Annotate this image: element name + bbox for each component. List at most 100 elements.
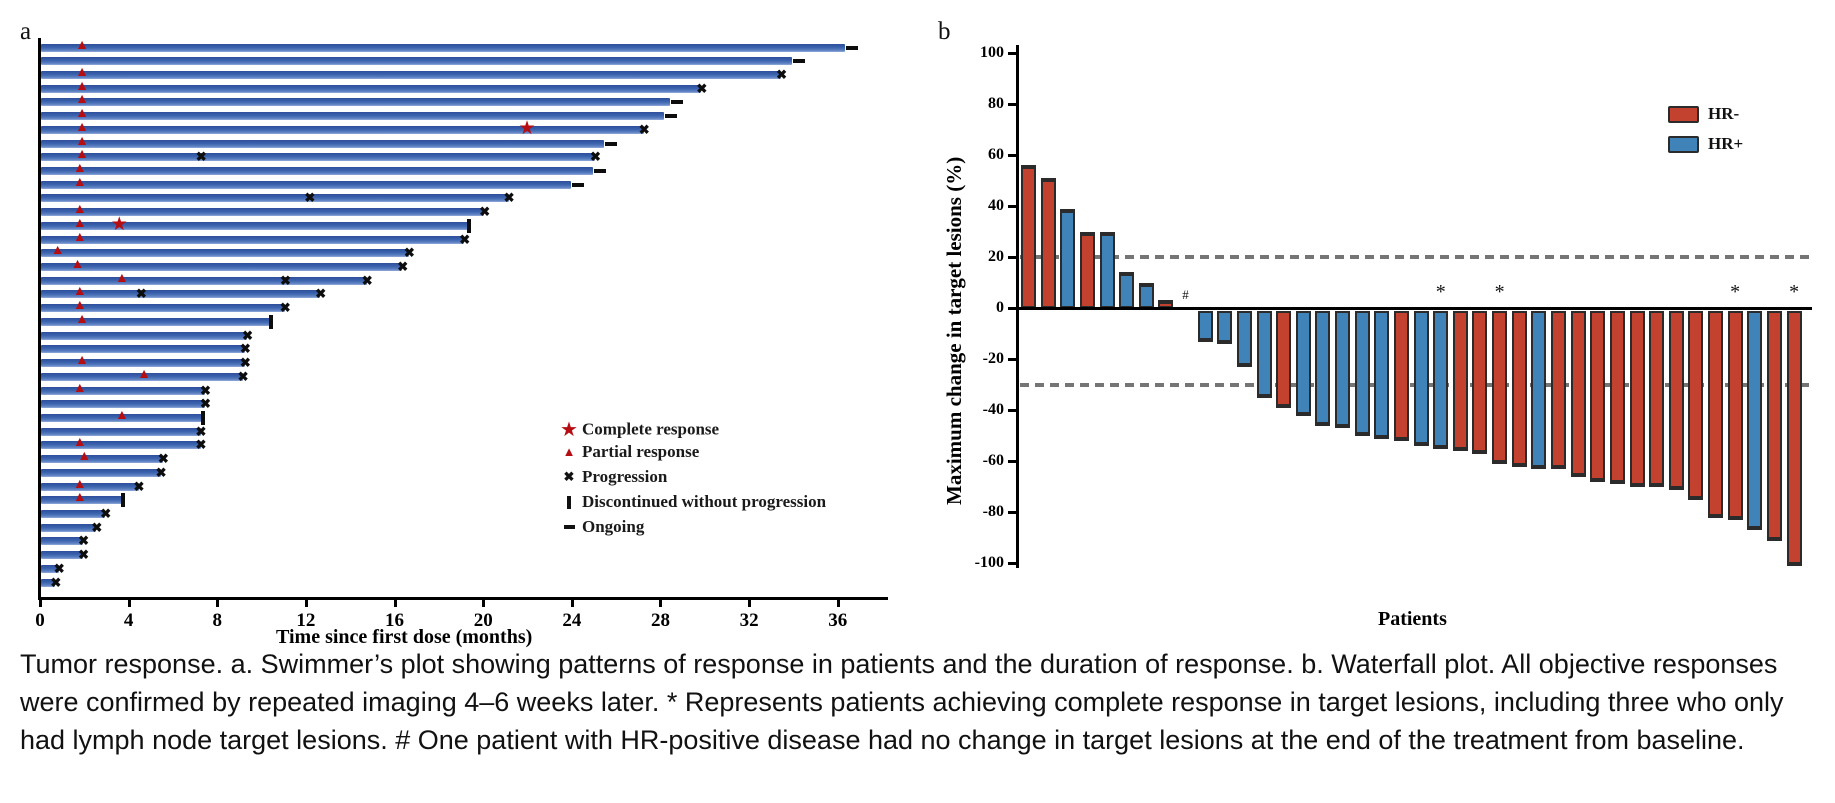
waterfall-y-tick: [1008, 510, 1016, 514]
swimmer-bar: [41, 441, 201, 450]
swimmer-legend-label: Progression: [582, 467, 668, 486]
discontinued-bar-icon: [466, 218, 471, 233]
progression-x-icon: ✖: [91, 519, 103, 535]
waterfall-bar: [1609, 311, 1625, 485]
waterfall-bar: [1354, 311, 1370, 436]
swimmer-legend-item: ▲ Partial response: [556, 442, 700, 464]
waterfall-bar: [1649, 311, 1665, 487]
swimmer-x-tick-label: 0: [35, 610, 45, 631]
swimmer-x-tick-label: 12: [296, 610, 316, 631]
waterfall-legend-item: HR+: [1668, 134, 1743, 154]
waterfall-bar: [1236, 311, 1252, 368]
partial-response-triangle-icon: ▲: [114, 407, 129, 423]
waterfall-bar: [1433, 311, 1449, 449]
waterfall-legend-label: HR+: [1708, 134, 1744, 153]
ongoing-dash-icon: [593, 168, 606, 173]
swimmer-y-axis: [38, 38, 41, 600]
swimmer-x-tick-label: 8: [212, 610, 223, 631]
ongoing-dash-icon: [604, 141, 617, 146]
swimmer-legend-item: ✖ Progression: [556, 467, 668, 489]
swimmer-bar: [41, 153, 595, 162]
waterfall-plot: # * * * * 100 80 60 40 20 0 -20 -40 -60 -80 -100: [974, 44, 1812, 571]
progression-x-icon: ✖: [304, 190, 316, 206]
waterfall-bar: [1138, 282, 1154, 308]
waterfall-y-axis: [1016, 45, 1019, 568]
swimmer-bar: [41, 468, 161, 477]
swimmer-bar: [41, 455, 163, 464]
ongoing-dash-icon: [571, 182, 584, 187]
partial-response-triangle-icon: ▲: [72, 435, 87, 451]
waterfall-y-tick: [1008, 357, 1016, 361]
waterfall-bar: [1099, 231, 1115, 308]
swimmer-x-tick-label: 28: [650, 610, 670, 631]
complete-response-star-icon: ★: [110, 213, 128, 235]
waterfall-bar: [1197, 311, 1213, 342]
discontinued-bar-icon: [120, 493, 125, 508]
partial-response-triangle-icon: ▲: [72, 174, 87, 190]
ongoing-dash-icon: [793, 59, 806, 64]
progression-x-icon: ✖: [100, 505, 112, 521]
progression-x-icon: ✖: [776, 66, 788, 82]
waterfall-y-tick-label: -100: [974, 554, 1004, 571]
waterfall-legend-label: HR-: [1708, 104, 1740, 123]
progression-x-icon: ✖: [459, 231, 471, 247]
waterfall-y-tick: [1008, 408, 1016, 412]
waterfall-y-tick-label: 80: [988, 95, 1004, 112]
swimmer-x-tick-label: 20: [473, 610, 493, 631]
partial-response-triangle-icon: ▲: [72, 476, 87, 492]
waterfall-y-tick: [1008, 255, 1016, 259]
swimmer-bar: [41, 112, 664, 121]
partial-response-triangle-icon: ▲: [72, 298, 87, 314]
partial-response-triangle-icon: ▲: [72, 284, 87, 300]
complete-response-asterisk: *: [1730, 281, 1741, 303]
swimmer-x-tick: [836, 597, 840, 607]
waterfall-bar: [1217, 311, 1233, 345]
swimmer-x-tick: [127, 597, 131, 607]
partial-response-triangle-icon: ▲: [75, 106, 89, 122]
progression-x-icon: ✖: [237, 368, 249, 384]
swimmer-bar: [41, 290, 321, 299]
swimmer-legend-label: Discontinued without progression: [582, 492, 827, 511]
complete-response-asterisk: *: [1435, 281, 1446, 303]
progression-x-icon: ✖: [50, 574, 62, 590]
waterfall-bar: [1531, 311, 1547, 470]
swimmer-bar: [41, 57, 793, 66]
progression-x-icon: ✖: [239, 341, 251, 357]
partial-response-triangle-icon: ▲: [75, 78, 89, 94]
partial-response-triangle-icon: ▲: [72, 490, 87, 506]
complete-response-star-icon: ★: [518, 117, 536, 139]
swimmer-bar: [41, 400, 205, 409]
partial-response-triangle-icon: ▲: [72, 215, 87, 231]
swimmer-bar: [41, 70, 782, 79]
waterfall-bar: [1276, 311, 1292, 408]
waterfall-bar: [1040, 177, 1056, 308]
partial-response-triangle-icon: ▲: [72, 202, 87, 218]
swimmer-x-tick: [570, 597, 574, 607]
progression-x-icon: ✖: [155, 464, 167, 480]
swimmer-plot: ▲ ▲ ✖ ▲ ✖ ▲ ▲ ▲ ★ ✖ ▲ ▲ ✖ ✖ ▲ ▲ ✖ ✖ ▲ ✖ ▲ ★ ▲ ✖ ▲ ✖ ▲ ✖ ▲ ✖ ✖ ▲ ✖ ✖ ▲ ✖ ▲ ✖ ✖ ▲…: [0, 0, 930, 645]
waterfall-y-tick: [1008, 561, 1016, 565]
progression-x-icon: ✖: [199, 382, 211, 398]
waterfall-y-tick-label: 40: [988, 197, 1004, 214]
progression-x-icon: ✖: [563, 469, 575, 484]
progression-x-icon: ✖: [195, 437, 207, 453]
waterfall-bar: [1590, 311, 1606, 482]
swimmer-bar: [41, 564, 59, 573]
hr-positive-swatch-icon: [1668, 135, 1699, 153]
waterfall-bar: [1119, 272, 1135, 308]
waterfall-bar: [1492, 311, 1508, 464]
waterfall-bar: [1786, 311, 1802, 566]
panel-b-label: b: [938, 18, 951, 45]
swimmer-bar: [41, 317, 272, 326]
waterfall-y-tick-label: -60: [982, 452, 1004, 469]
waterfall-y-tick-label: 20: [988, 248, 1004, 265]
waterfall-y-tick: [1008, 153, 1016, 157]
ongoing-dash-icon: [846, 45, 859, 50]
swimmer-bar: [41, 84, 702, 93]
partial-response-triangle-icon: ▲: [75, 64, 89, 80]
complete-response-asterisk: *: [1494, 281, 1505, 303]
waterfall-bar: [1295, 311, 1311, 416]
waterfall-y-tick-label: 0: [996, 299, 1004, 316]
partial-response-triangle-icon: ▲: [75, 311, 89, 327]
